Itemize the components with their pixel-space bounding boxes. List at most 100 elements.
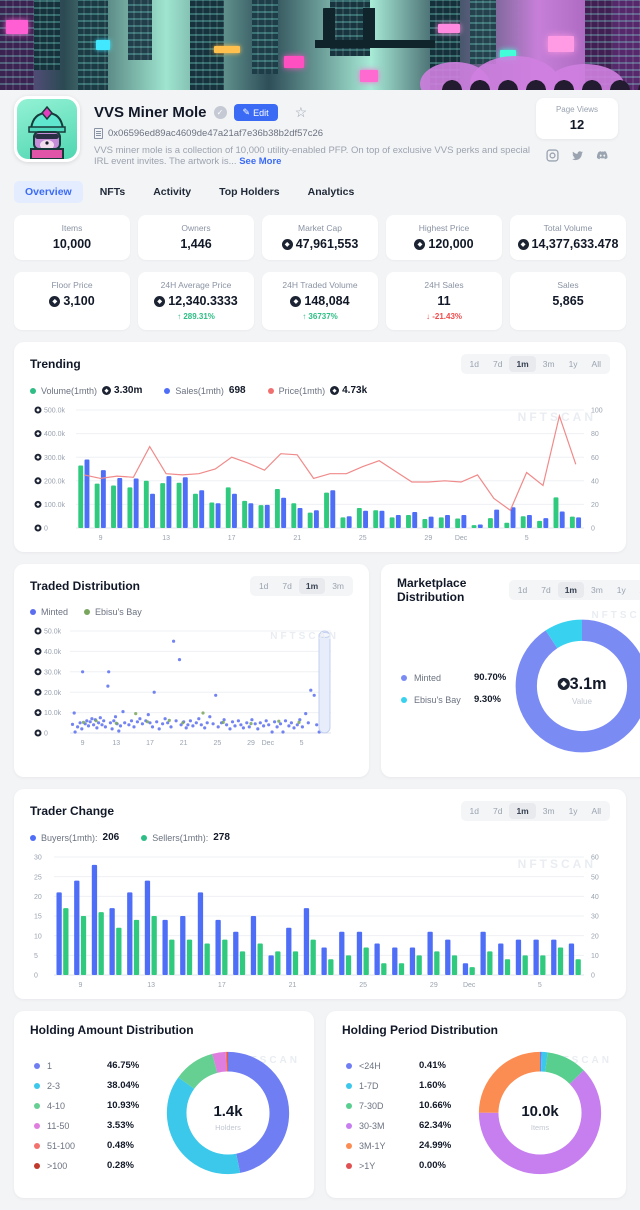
legend->100[interactable]: >100 0.28% xyxy=(34,1160,158,1171)
svg-text:25: 25 xyxy=(359,535,367,542)
stats-row-1: Items 10,000 Owners 1,446 Market Cap ◆ 47,961,… xyxy=(14,215,626,260)
legend-dot xyxy=(30,609,36,615)
range-1y[interactable]: 1y xyxy=(616,585,626,595)
range-1y[interactable]: 1y xyxy=(568,806,578,816)
page-views-label: Page Views xyxy=(555,105,599,114)
legend-price-1mth-[interactable]: Price(1mth) ◆ 4.73k xyxy=(267,385,367,396)
range-3m[interactable]: 3m xyxy=(542,806,555,816)
range-7d[interactable]: 7d xyxy=(282,581,292,591)
range-1y[interactable]: 1y xyxy=(568,359,578,369)
tab-activity[interactable]: Activity xyxy=(153,186,192,198)
cro-coin-icon: ◆ xyxy=(281,238,293,250)
legend-buyers-1mth-[interactable]: Buyers(1mth): 206 xyxy=(30,832,119,843)
legend-1-7d[interactable]: 1-7D 1.60% xyxy=(346,1080,470,1091)
legend-minted[interactable]: Minted xyxy=(30,607,68,617)
legend-volume-1mth-[interactable]: Volume(1mth) ◆ 3.30m xyxy=(30,385,142,396)
svg-text:21: 21 xyxy=(289,982,297,989)
trader-change-title: Trader Change xyxy=(30,804,115,818)
svg-text:17: 17 xyxy=(218,982,226,989)
legend-4-10[interactable]: 4-10 10.93% xyxy=(34,1100,158,1111)
svg-text:Holders: Holders xyxy=(215,1123,241,1132)
stat-value: ◆ 47,961,553 xyxy=(266,237,374,251)
stat-value: ◆ 12,340.3333 xyxy=(142,294,250,308)
range-7d[interactable]: 7d xyxy=(541,585,551,595)
twitter-icon[interactable] xyxy=(571,149,584,162)
legend->1y[interactable]: >1Y 0.00% xyxy=(346,1160,470,1171)
legend-ebisu-s-bay[interactable]: Ebisu's Bay 9.30% xyxy=(401,694,506,705)
range-3m[interactable]: 3m xyxy=(542,359,555,369)
stat-label: Highest Price xyxy=(418,223,470,233)
range-3m[interactable]: 3m xyxy=(332,581,344,591)
stat-card-floor-price: Floor Price ◆ 3,100 xyxy=(14,272,130,330)
legend-sales-1mth-[interactable]: Sales(1mth) 698 xyxy=(164,385,246,396)
website-icon[interactable] xyxy=(545,149,559,162)
legend-label: 4-10 xyxy=(47,1100,66,1111)
range-1m[interactable]: 1m xyxy=(557,582,584,598)
range-1m[interactable]: 1m xyxy=(509,356,536,372)
legend-dot xyxy=(30,387,36,394)
range-1d[interactable]: 1d xyxy=(517,585,528,595)
legend-label: 51-100 xyxy=(47,1140,76,1151)
tab-analytics[interactable]: Analytics xyxy=(307,186,355,198)
range-1d[interactable]: 1d xyxy=(258,581,269,591)
legend-value: 62.34% xyxy=(419,1120,452,1131)
legend-value: ◆ 4.73k xyxy=(330,385,367,396)
range-1d[interactable]: 1d xyxy=(469,806,479,816)
discord-icon[interactable] xyxy=(596,149,609,162)
legend-30-3m[interactable]: 30-3M 62.34% xyxy=(346,1120,470,1131)
cro-coin-icon: ◆ xyxy=(414,238,426,250)
pencil-icon: ✎ xyxy=(242,107,251,117)
tab-nfts[interactable]: NFTs xyxy=(99,186,126,198)
stat-card-owners: Owners 1,446 xyxy=(138,215,254,260)
cro-coin-icon: ◆ xyxy=(290,295,302,307)
range-1m[interactable]: 1m xyxy=(298,578,326,594)
legend-51-100[interactable]: 51-100 0.48% xyxy=(34,1140,158,1151)
legend-ebisu-s-bay[interactable]: Ebisu's Bay xyxy=(84,607,142,617)
svg-text:30.0k: 30.0k xyxy=(44,669,62,676)
see-more-link[interactable]: See More xyxy=(239,156,282,167)
svg-text:500.0k: 500.0k xyxy=(44,408,66,415)
traded-chart: 0 10.0k 20.0k 30.0k 40.0k 50.0k 9 13 17 21 25 29 Dec… xyxy=(34,627,331,747)
svg-text:10: 10 xyxy=(34,933,42,940)
traded-distribution-card: Traded Distribution 1d 7d 1m 3m Minted Ebisu… xyxy=(14,564,369,777)
legend-<24h[interactable]: <24H 0.41% xyxy=(346,1060,470,1071)
holding-period-donut: 10.0k Items xyxy=(470,1043,610,1188)
legend-minted[interactable]: Minted 90.70% xyxy=(401,672,506,683)
range-3m[interactable]: 3m xyxy=(590,585,603,595)
svg-text:Dec: Dec xyxy=(455,535,468,542)
stat-card-highest-price: Highest Price ◆ 120,000 xyxy=(386,215,502,260)
legend-7-30d[interactable]: 7-30D 10.66% xyxy=(346,1100,470,1111)
legend-sellers-1mth-[interactable]: Sellers(1mth): 278 xyxy=(141,832,230,843)
tab-top-holders[interactable]: Top Holders xyxy=(219,186,280,198)
range-1d[interactable]: 1d xyxy=(469,359,479,369)
legend-label: >100 xyxy=(47,1160,68,1171)
range-all[interactable]: All xyxy=(591,359,601,369)
svg-text:50: 50 xyxy=(591,874,599,881)
holding_amount-donut-chart: 1.4k Holders xyxy=(166,1051,290,1175)
svg-text:100.0k: 100.0k xyxy=(44,502,66,509)
svg-text:21: 21 xyxy=(293,535,301,542)
favorite-star-icon[interactable]: ☆ xyxy=(294,104,308,120)
cro-coin-icon: ◆ xyxy=(154,295,166,307)
collection-avatar xyxy=(14,96,80,162)
legend-3m-1y[interactable]: 3M-1Y 24.99% xyxy=(346,1140,470,1151)
range-all[interactable]: All xyxy=(591,806,601,816)
legend-1[interactable]: 1 46.75% xyxy=(34,1060,158,1071)
legend-11-50[interactable]: 11-50 3.53% xyxy=(34,1120,158,1131)
legend-dot xyxy=(34,1122,40,1129)
legend-label: Buyers(1mth): xyxy=(41,832,98,843)
contract-copy-icon[interactable] xyxy=(94,128,103,139)
stat-number: 3,100 xyxy=(63,294,95,308)
svg-text:20: 20 xyxy=(591,933,599,940)
edit-button[interactable]: ✎ Edit xyxy=(233,104,278,121)
stat-label: Items xyxy=(61,223,83,233)
stat-number: 1,446 xyxy=(180,237,212,251)
range-all[interactable]: All xyxy=(633,582,640,598)
legend-value: 3.53% xyxy=(107,1120,134,1131)
range-1m[interactable]: 1m xyxy=(509,803,536,819)
range-7d[interactable]: 7d xyxy=(492,359,503,369)
range-7d[interactable]: 7d xyxy=(492,806,503,816)
chart-zoom-slider[interactable] xyxy=(318,630,331,734)
legend-2-3[interactable]: 2-3 38.04% xyxy=(34,1080,158,1091)
tab-overview[interactable]: Overview xyxy=(14,181,83,203)
